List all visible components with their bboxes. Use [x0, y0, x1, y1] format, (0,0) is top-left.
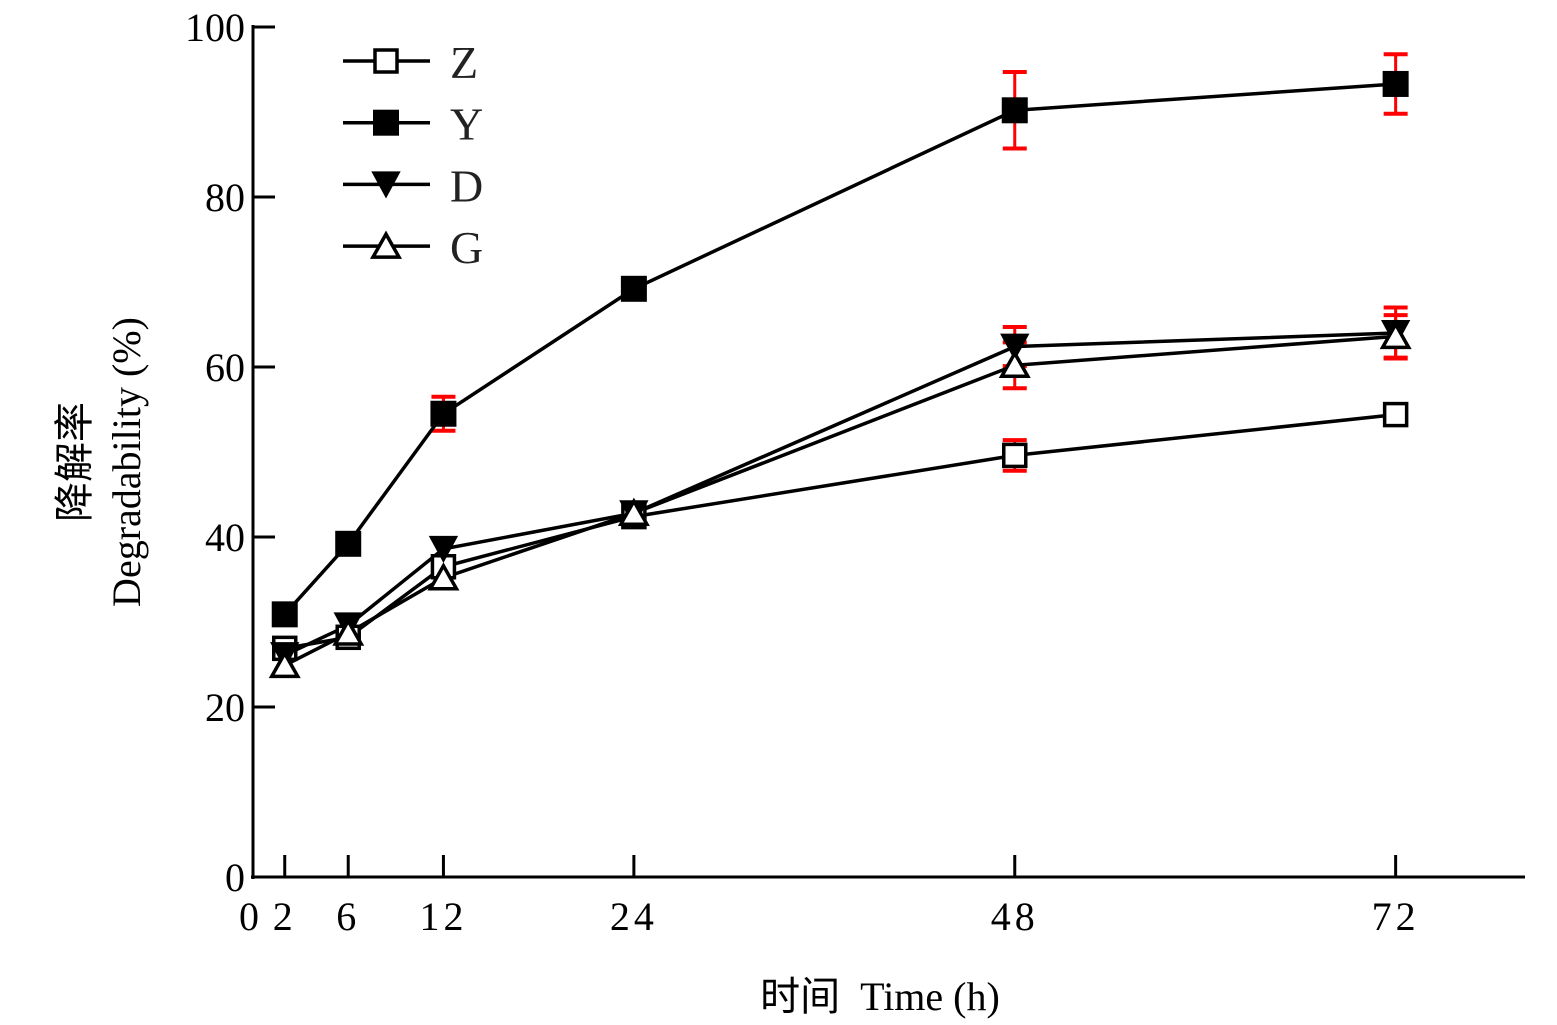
data-point-y	[271, 601, 298, 628]
data-point-g	[1379, 320, 1412, 350]
legend-label: G	[450, 222, 483, 273]
y-axis-label-cn: 降解率	[52, 402, 97, 522]
data-point-y	[620, 275, 647, 302]
y-tick-label: 100	[185, 5, 245, 50]
series-line-d	[283, 331, 1396, 657]
y-tick-label: 80	[205, 175, 245, 220]
data-point-y	[430, 400, 457, 427]
data-point-d	[428, 535, 459, 563]
data-point-y	[1382, 70, 1409, 97]
data-point-d	[1000, 333, 1030, 361]
data-point-g	[998, 349, 1031, 379]
data-point-g	[332, 617, 365, 646]
data-point-z	[1002, 442, 1028, 469]
legend-item-z: Z	[343, 37, 478, 88]
axes	[251, 25, 1525, 879]
legend-marker-icon	[370, 230, 402, 259]
legend-label: Y	[450, 99, 483, 150]
legend-item-d: D	[343, 160, 483, 211]
y-tick-label: 0	[225, 855, 245, 900]
legend-item-y: Y	[343, 99, 483, 150]
legend-marker-icon	[373, 48, 399, 74]
x-tick-label: 72	[1372, 894, 1420, 939]
legend-item-g: G	[343, 222, 483, 273]
y-tick-label: 60	[205, 345, 245, 390]
x-tick-label: 48	[991, 894, 1039, 939]
x-tick-label: 2	[273, 894, 297, 939]
y-axis-label: Degradability (%)	[104, 317, 149, 607]
x-tick-label: 6	[336, 894, 360, 939]
legend-marker-icon	[371, 171, 401, 199]
series-line-g	[283, 334, 1396, 667]
data-point-y	[335, 530, 362, 557]
legend-label: Z	[450, 37, 478, 88]
series-line-z	[284, 412, 1396, 651]
data-point-g	[268, 649, 301, 679]
x-tick-label: 24	[610, 894, 658, 939]
legend-label: D	[450, 160, 483, 211]
x-tick-label: 12	[419, 894, 467, 939]
x-axis-label: 时间 Time (h)	[760, 974, 1000, 1019]
data-point-g	[617, 497, 650, 526]
data-point-y	[1001, 97, 1028, 124]
y-tick-label: 20	[205, 685, 245, 730]
x-tick-label: 0	[239, 894, 263, 939]
data-point-z	[1382, 401, 1409, 428]
data-point-g	[427, 562, 460, 591]
legend-marker-icon	[373, 109, 399, 136]
y-tick-label: 40	[205, 515, 245, 560]
